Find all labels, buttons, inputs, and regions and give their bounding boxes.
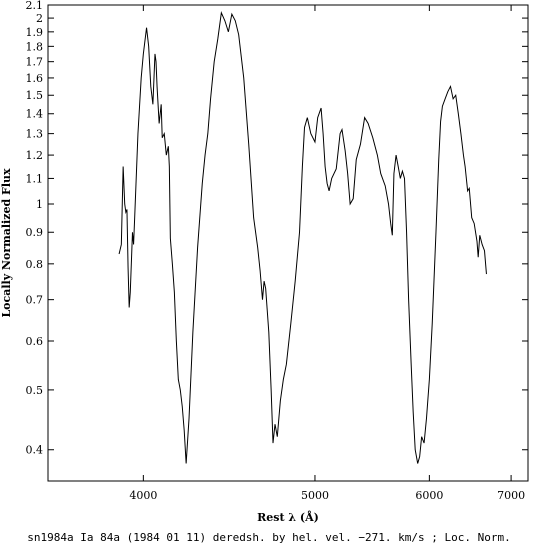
x-tick-label: 7000	[497, 489, 525, 502]
x-tick-label: 5000	[301, 489, 329, 502]
x-tick-label: 6000	[415, 489, 443, 502]
x-axis-title: Rest λ (Å)	[257, 510, 319, 524]
y-tick-label: 1.9	[26, 26, 44, 39]
y-tick-label: 0.6	[26, 335, 44, 348]
y-tick-label: 0.9	[26, 226, 44, 239]
chart-caption: sn1984a Ia 84a (1984 01 11) deredsh. by …	[27, 531, 510, 544]
y-tick-label: 0.7	[26, 294, 44, 307]
y-tick-label: 1.6	[26, 72, 44, 85]
y-axis-title: Locally Normalized Flux	[0, 168, 13, 318]
y-tick-label: 1	[36, 198, 43, 211]
y-tick-label: 1.8	[26, 40, 44, 53]
y-axis-ticks: 0.4 0.5 0.6 0.7 0.8 0.9 1 1.1 1.2 1.3 1.4 1.5 1.6 1.7…	[26, 0, 528, 457]
y-tick-label: 1.3	[26, 128, 44, 141]
y-tick-label: 1.4	[26, 108, 44, 121]
y-tick-label: 0.8	[26, 258, 44, 271]
y-tick-label: 0.4	[26, 444, 44, 457]
y-tick-label: 2.1	[26, 0, 44, 12]
spectrum-line	[118, 10, 487, 464]
y-tick-label: 2	[36, 12, 43, 25]
y-tick-label: 1.2	[26, 149, 44, 162]
x-axis-ticks: 4000 5000 6000 7000	[129, 5, 525, 502]
x-tick-label: 4000	[129, 489, 157, 502]
y-tick-label: 1.7	[26, 56, 44, 69]
y-tick-label: 0.5	[26, 384, 44, 397]
plot-frame	[47, 4, 529, 482]
y-tick-label: 1.5	[26, 89, 44, 102]
y-tick-label: 1.1	[26, 172, 44, 185]
